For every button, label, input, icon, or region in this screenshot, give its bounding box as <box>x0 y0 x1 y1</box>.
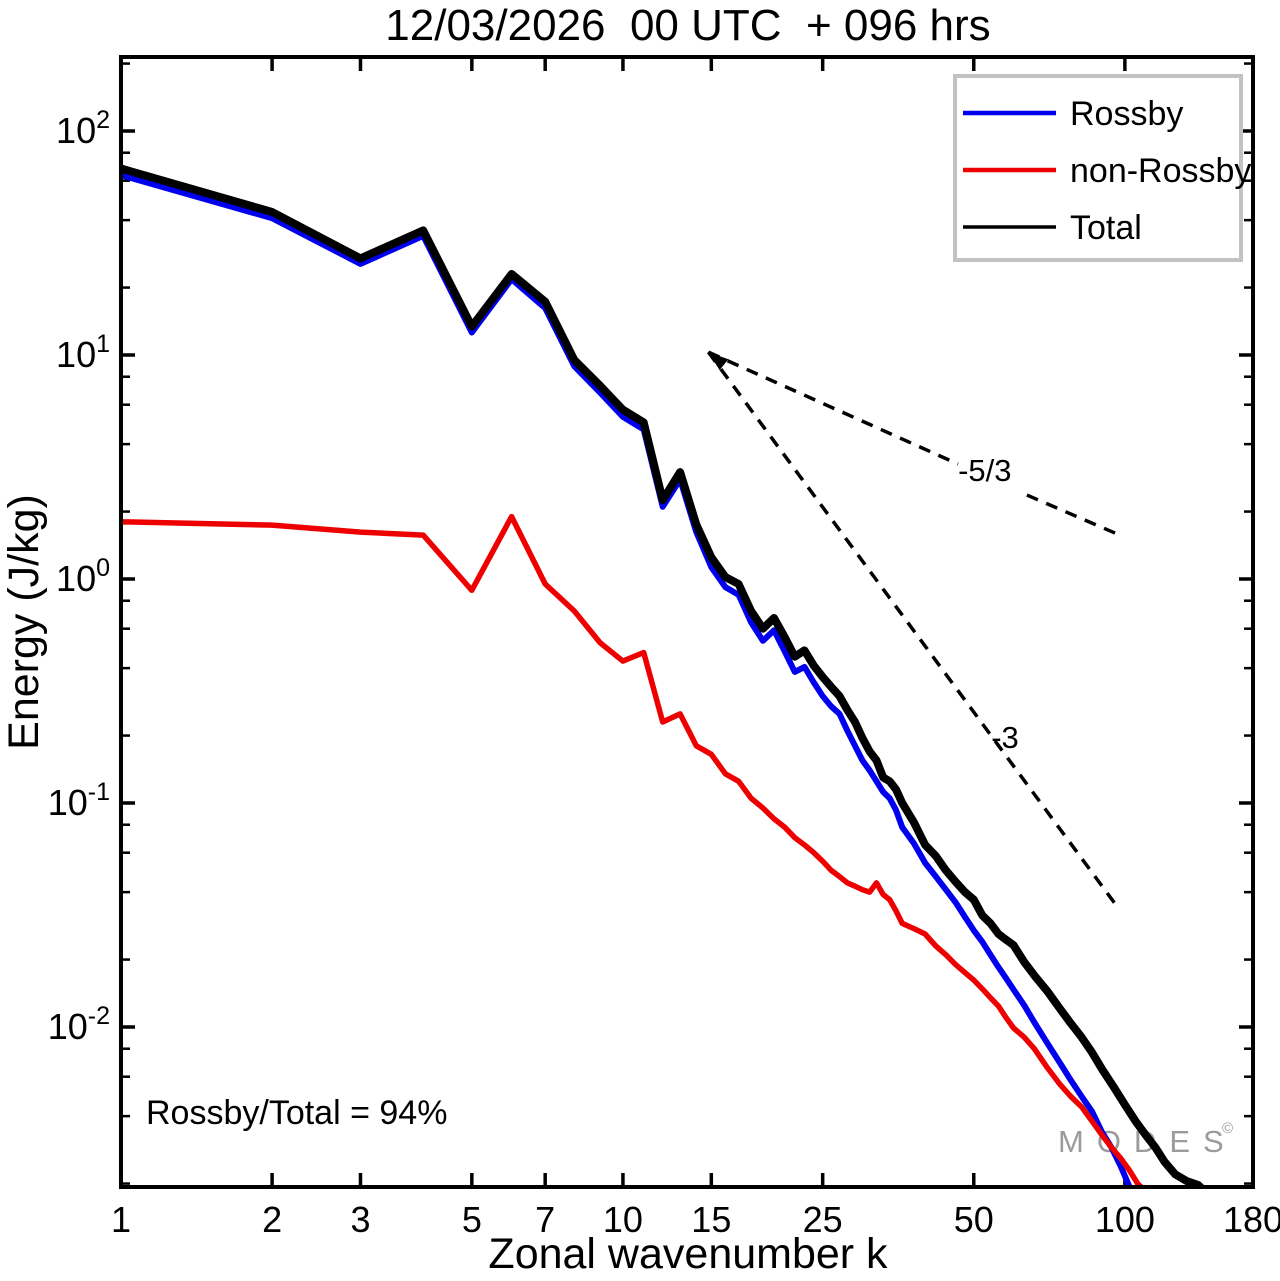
x-tick-label: 1 <box>111 1199 131 1240</box>
x-tick-label: 15 <box>691 1199 731 1240</box>
x-tick-label: 100 <box>1095 1199 1155 1240</box>
slope-ref-line <box>1026 493 1124 538</box>
y-tick-label: 101 <box>56 330 110 375</box>
curve-total <box>123 164 1206 1186</box>
x-tick-label: 7 <box>535 1199 555 1240</box>
slope-ref-line <box>707 350 959 466</box>
legend-label-rossby: Rossby <box>1070 95 1183 133</box>
curve-rossby <box>123 172 1133 1186</box>
legend-item-non-rossby: non-Rossby <box>963 152 1251 190</box>
axis-tick-labels: 1 2 3 5 7 10 15 25 50 100 180 102 101 100 10-1 10-2 <box>48 106 1280 1240</box>
page-title: 12/03/2026 00 UTC + 096 hrs <box>385 1 990 50</box>
legend-item-total: Total <box>963 209 1142 247</box>
legend-label-non-rossby: non-Rossby <box>1070 152 1251 190</box>
y-tick-label: 100 <box>56 554 110 599</box>
legend-item-rossby: Rossby <box>963 95 1183 133</box>
x-tick-label: 10 <box>603 1199 643 1240</box>
y-tick-label: 102 <box>56 106 110 151</box>
slope-ref-line <box>706 351 1119 908</box>
x-tick-label: 2 <box>262 1199 282 1240</box>
reference-slope-lines: -5/3 -3 <box>706 350 1124 908</box>
spectrum-curves <box>123 164 1206 1186</box>
x-axis-label: Zonal wavenumber k <box>488 1230 888 1278</box>
copyright-icon: © <box>1222 1120 1233 1137</box>
x-tick-label: 50 <box>954 1199 994 1240</box>
rossby-total-ratio: Rossby/Total = 94% <box>146 1094 447 1132</box>
x-tick-label: 5 <box>462 1199 482 1240</box>
x-tick-label: 25 <box>803 1199 843 1240</box>
slope-ref-label: -3 <box>991 720 1019 755</box>
x-tick-label: 3 <box>350 1199 370 1240</box>
curve-non-rossby <box>123 513 1145 1186</box>
slope-ref-label: -5/3 <box>958 453 1011 488</box>
legend-label-total: Total <box>1070 209 1142 247</box>
y-tick-label: 10-2 <box>48 1002 110 1047</box>
legend: Rossby non-Rossby Total <box>953 74 1251 262</box>
plot-border <box>119 55 1255 1189</box>
y-axis-label: Energy (J/kg) <box>0 494 48 750</box>
arrowhead-icon <box>708 352 729 371</box>
y-tick-label: 10-1 <box>48 778 110 823</box>
x-tick-label: 180 <box>1223 1199 1280 1240</box>
